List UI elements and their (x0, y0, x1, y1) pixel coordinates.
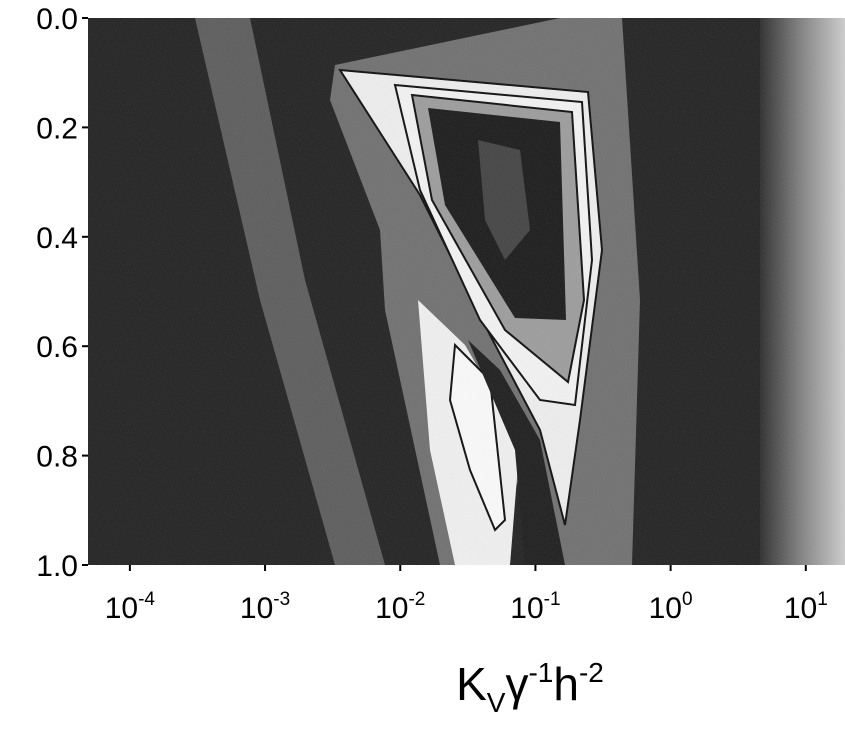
y-tick-label: 0.6 (36, 331, 78, 364)
y-tick-label: 0.8 (36, 441, 78, 474)
x-axis-label-part: h (553, 658, 579, 710)
x-tick-label: 10-1 (510, 589, 560, 625)
x-tick-exponent: -3 (273, 589, 290, 610)
x-tick-exponent: 1 (817, 589, 828, 610)
x-tick-label: 100 (649, 589, 693, 625)
y-tick-label: 0.0 (36, 3, 78, 36)
x-axis-label-part: γ (505, 658, 528, 710)
x-axis-label: KVγ-1h-2 (456, 657, 604, 718)
y-tick-label: 0.2 (36, 112, 78, 145)
x-tick-base: 10 (649, 592, 682, 625)
x-tick-base: 10 (510, 592, 543, 625)
x-tick-base: 10 (240, 592, 273, 625)
x-axis-label-part: K (456, 658, 487, 710)
contour-field (88, 18, 845, 565)
x-tick-label: 10-4 (105, 589, 156, 625)
x-tick-label: 101 (784, 589, 828, 625)
texture (88, 18, 845, 565)
x-tick-base: 10 (784, 592, 817, 625)
x-axis-label-part: -2 (579, 657, 604, 688)
y-tick-label: 1.0 (36, 550, 78, 583)
x-tick-exponent: -4 (138, 589, 155, 610)
x-tick-exponent: -2 (408, 589, 425, 610)
x-axis-label-part: V (487, 687, 506, 718)
x-tick-base: 10 (105, 592, 138, 625)
x-tick-label: 10-2 (375, 589, 425, 625)
x-tick-exponent: -1 (544, 589, 561, 610)
x-tick-base: 10 (375, 592, 408, 625)
x-tick-label: 10-3 (240, 589, 290, 625)
y-tick-label: 0.4 (36, 222, 78, 255)
x-tick-exponent: 0 (682, 589, 693, 610)
x-axis-label-part: -1 (528, 657, 553, 688)
